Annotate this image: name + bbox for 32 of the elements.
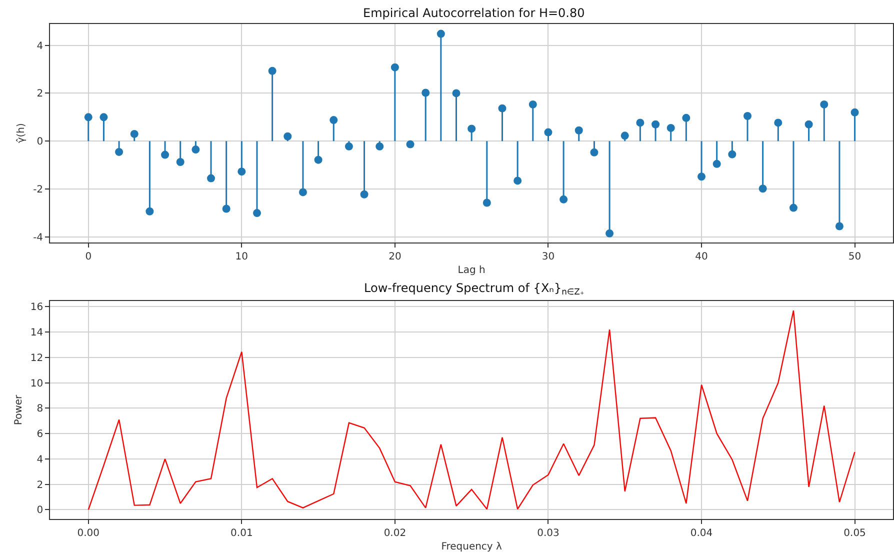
x-tick-label: 40: [695, 251, 708, 262]
y-tick-label: 4: [36, 454, 44, 466]
y-axis-title: γ̂(h): [16, 122, 28, 144]
x-tick-label: 50: [848, 251, 862, 262]
y-axis-title: Power: [13, 394, 24, 426]
y-tick-label: 14: [30, 328, 44, 339]
y-tick-label: 0: [36, 136, 44, 148]
x-tick-label: 20: [388, 251, 402, 262]
x-axis-title: Frequency λ: [441, 542, 502, 553]
y-tick-label: -4: [33, 232, 44, 244]
x-tick-label: 0: [85, 251, 92, 262]
x-tick-label: 30: [542, 251, 555, 262]
x-tick-label: 0.01: [230, 528, 253, 540]
x-tick-label: 10: [235, 251, 248, 262]
chart-title: Low-frequency Spectrum of {Xₙ}$_{n∈Z₊}$: [364, 281, 584, 297]
y-tick-label: 2: [36, 88, 44, 100]
y-tick-label: 16: [30, 302, 44, 314]
y-tick-label: 12: [30, 352, 44, 364]
y-tick-label: 10: [30, 378, 44, 390]
x-tick-label: 0.00: [77, 528, 100, 540]
x-tick-label: 0.05: [844, 528, 866, 540]
y-tick-label: 4: [36, 40, 44, 52]
chart-title: Empirical Autocorrelation for H=0.80: [363, 6, 585, 20]
x-tick-label: 0.02: [384, 528, 406, 540]
y-tick-label: -2: [33, 184, 44, 196]
y-tick-label: 8: [36, 404, 44, 415]
y-tick-label: 2: [36, 480, 44, 491]
y-tick-label: 0: [36, 505, 44, 516]
x-tick-label: 0.04: [690, 528, 713, 540]
y-tick-label: 6: [36, 429, 44, 440]
x-axis-title: Lag h: [458, 264, 486, 276]
x-tick-label: 0.03: [537, 528, 560, 540]
